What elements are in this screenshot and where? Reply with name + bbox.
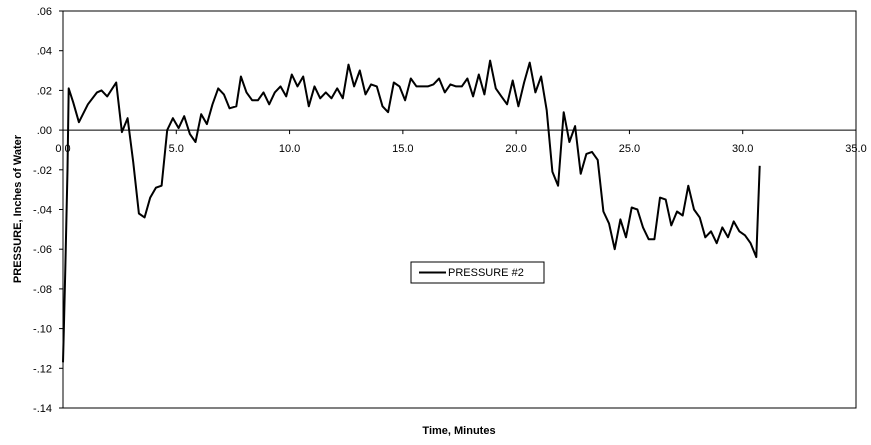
y-tick-label: .00 (37, 125, 52, 137)
x-tick-label: 10.0 (279, 143, 300, 155)
y-axis: .06 .04 .02 .00 -.02 -.04 -.06 -.08 -.10 -.12 -.14 (33, 6, 63, 415)
y-tick-label: -.12 (33, 363, 52, 375)
legend-label: PRESSURE #2 (448, 267, 524, 279)
y-axis-title: PRESSURE, Inches of Water (12, 134, 24, 283)
x-tick-label: 15.0 (392, 143, 413, 155)
series-layer (62, 59, 761, 363)
plot-area (62, 10, 857, 409)
series-line (62, 59, 761, 363)
x-tick-label: 20.0 (505, 143, 526, 155)
y-tick-label: -.04 (33, 205, 52, 217)
x-tick-label: 30.0 (732, 143, 753, 155)
x-tick-label: 5.0 (169, 143, 184, 155)
x-axis-title: Time, Minutes (422, 425, 495, 437)
x-axis: 0.0 5.0 10.0 15.0 20.0 25.0 30.0 35.0 (55, 129, 867, 155)
y-tick-label: .02 (37, 85, 52, 97)
y-tick-label: -.06 (33, 244, 52, 256)
y-tick-label: -.08 (33, 284, 52, 296)
x-tick-label: 35.0 (845, 143, 866, 155)
y-tick-label: -.14 (33, 403, 52, 415)
y-tick-label: .06 (37, 6, 52, 18)
y-tick-label: .04 (37, 46, 52, 58)
y-tick-label: -.02 (33, 165, 52, 177)
legend: PRESSURE #2 (410, 261, 545, 284)
y-tick-label: -.10 (33, 324, 52, 336)
legend-box (410, 261, 545, 284)
x-tick-label: 25.0 (619, 143, 640, 155)
